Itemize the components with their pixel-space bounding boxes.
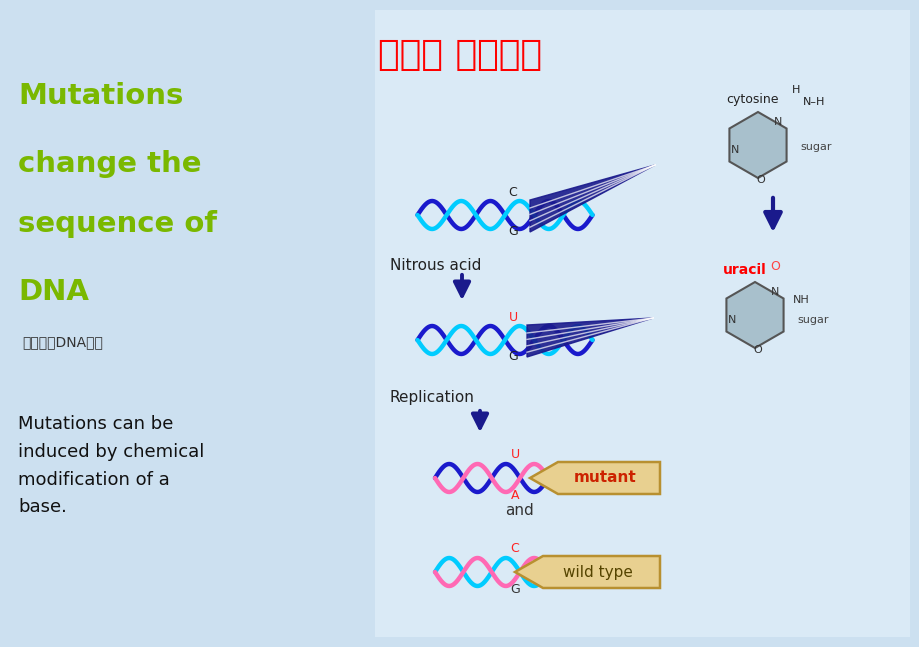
Text: Nitrous acid: Nitrous acid (390, 258, 481, 273)
Text: sugar: sugar (796, 315, 828, 325)
Text: N: N (773, 117, 781, 127)
Text: sequence of: sequence of (18, 210, 217, 238)
Text: 突变改变DNA顺序: 突变改变DNA顺序 (22, 335, 103, 349)
FancyBboxPatch shape (375, 10, 909, 637)
Text: C: C (510, 542, 519, 555)
Text: Mutations can be
induced by chemical
modification of a
base.: Mutations can be induced by chemical mod… (18, 415, 204, 516)
Text: O: O (755, 175, 765, 185)
Text: uracil: uracil (722, 263, 766, 277)
Polygon shape (529, 462, 659, 494)
Text: mutant: mutant (573, 470, 636, 485)
Text: N: N (727, 315, 735, 325)
Text: G: G (507, 225, 517, 238)
Polygon shape (529, 165, 654, 232)
Text: H: H (791, 85, 800, 95)
Polygon shape (515, 556, 659, 588)
Text: sugar: sugar (800, 142, 831, 152)
Polygon shape (729, 112, 786, 178)
Text: U: U (508, 311, 517, 324)
Text: wild type: wild type (562, 564, 631, 580)
Polygon shape (527, 318, 652, 357)
Text: Mutations: Mutations (18, 82, 183, 110)
Text: cytosine: cytosine (726, 93, 778, 106)
Text: DNA: DNA (18, 278, 89, 306)
Polygon shape (726, 282, 783, 348)
Text: O: O (753, 345, 762, 355)
Text: C: C (508, 186, 516, 199)
Text: N: N (770, 287, 778, 297)
Text: 第一节 基因突变: 第一节 基因突变 (378, 38, 541, 72)
Text: N–H: N–H (802, 97, 824, 107)
Text: Replication: Replication (390, 390, 474, 405)
Text: A: A (510, 489, 518, 502)
Text: NH: NH (792, 295, 809, 305)
Text: G: G (509, 583, 519, 596)
Text: U: U (510, 448, 519, 461)
Text: G: G (507, 350, 517, 363)
Text: change the: change the (18, 150, 201, 178)
Text: O: O (769, 260, 779, 273)
Text: and: and (505, 503, 534, 518)
Text: N: N (730, 145, 738, 155)
